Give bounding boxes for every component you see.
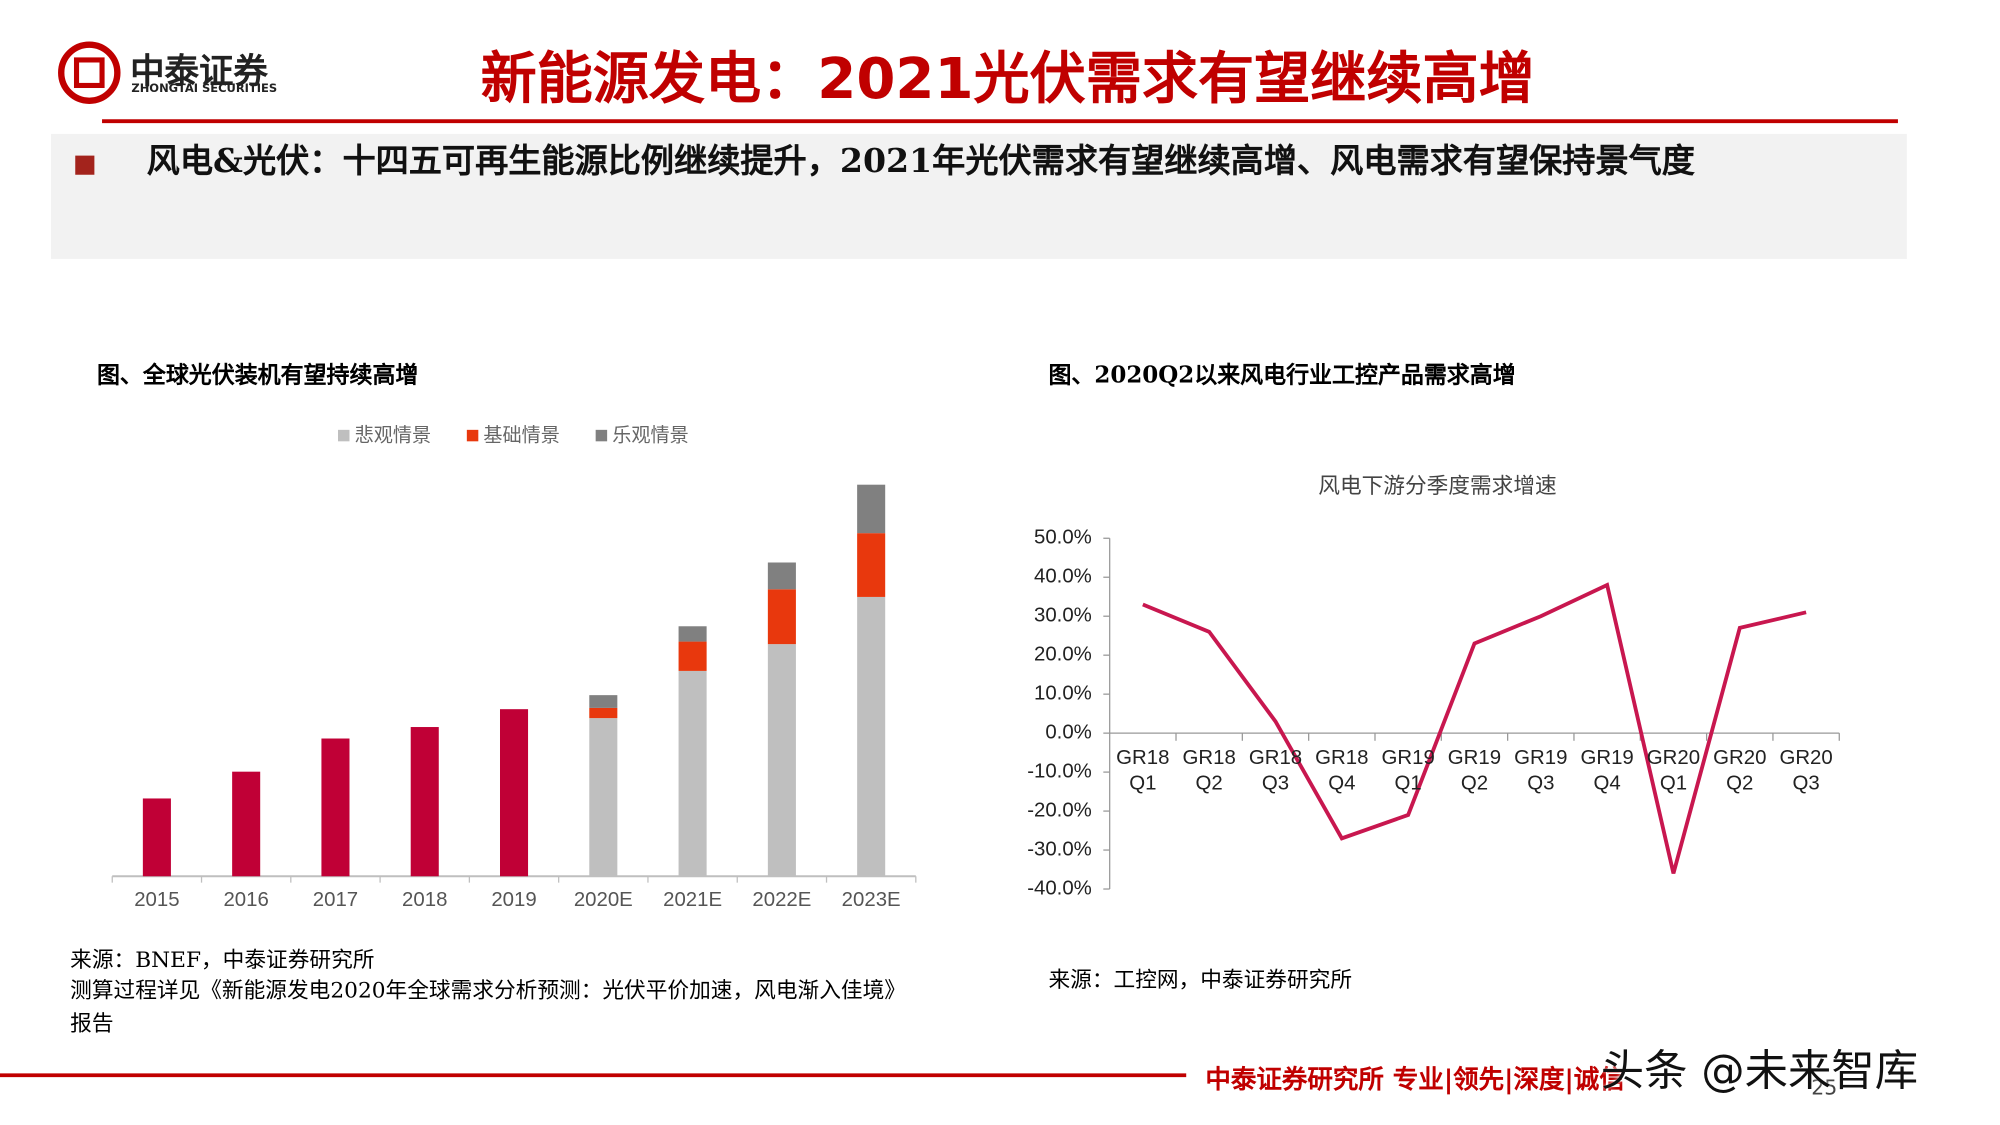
page-number: 25 bbox=[1811, 1075, 1838, 1100]
x-tick-label: GR18 Q4 bbox=[1315, 747, 1369, 795]
logo-cn: 中泰证券 bbox=[130, 52, 268, 92]
bar-segment bbox=[767, 589, 796, 645]
line bbox=[1142, 582, 1807, 874]
bar bbox=[499, 709, 529, 877]
legend-label: 悲观情景 bbox=[355, 424, 432, 446]
bar-segment bbox=[678, 641, 707, 671]
x-tick-label: 2018 bbox=[402, 889, 447, 911]
source: 来源：BNEF，中泰证券研究所 bbox=[70, 947, 375, 974]
x-tick-label: 2021E bbox=[663, 889, 722, 911]
y-tick-label: 40.0% bbox=[1034, 566, 1092, 588]
logo-mark bbox=[73, 57, 105, 89]
chart-title: 风电下游分季度需求增速 bbox=[1318, 473, 1556, 498]
y-tick-label: 10.0% bbox=[1034, 683, 1092, 705]
y-tick-label: 0.0% bbox=[1045, 722, 1091, 744]
bar bbox=[232, 771, 261, 877]
x-tick-label: 2016 bbox=[223, 889, 268, 911]
footer-text: 中泰证券研究所 专业|领先|深度|诚信 bbox=[1205, 1063, 1625, 1095]
x-tick-label: GR19 Q4 bbox=[1580, 747, 1634, 795]
bar-segment bbox=[678, 670, 707, 877]
bar-segment bbox=[857, 484, 886, 534]
bar-segment bbox=[857, 596, 886, 877]
y-tick-label: -40.0% bbox=[1027, 877, 1092, 899]
x-tick-label: GR18 Q3 bbox=[1248, 747, 1303, 795]
logo-en: ZHONGTAI SECURITIES bbox=[131, 82, 278, 96]
bar-segment bbox=[767, 644, 796, 877]
legend-swatch bbox=[338, 429, 350, 442]
bar-segment bbox=[767, 562, 796, 590]
bar bbox=[410, 727, 439, 877]
bar bbox=[321, 738, 350, 877]
x-tick-label: GR19 Q1 bbox=[1381, 747, 1435, 795]
y-tick-label: -20.0% bbox=[1027, 799, 1092, 821]
bullet bbox=[75, 155, 95, 175]
x-tick-label: 2020E bbox=[574, 889, 633, 911]
bar-segment bbox=[589, 695, 618, 708]
x-tick-label: GR19 Q2 bbox=[1447, 747, 1502, 795]
bar-segment bbox=[678, 626, 707, 642]
legend-label: 乐观情景 bbox=[612, 424, 689, 446]
x-tick-label: GR19 Q3 bbox=[1514, 747, 1568, 795]
x-tick-label: 2017 bbox=[313, 889, 358, 911]
caption: 图、全球光伏装机有望持续高增 bbox=[96, 362, 419, 390]
x-tick-label: GR18 Q2 bbox=[1182, 747, 1236, 795]
x-tick-label: GR20 Q3 bbox=[1779, 747, 1833, 795]
logo-ring bbox=[58, 41, 121, 104]
caption: 图、2020Q2以来风电行业工控产品需求高增 bbox=[1048, 362, 1516, 390]
bar-segment bbox=[857, 533, 886, 597]
y-tick-label: -10.0% bbox=[1027, 760, 1092, 782]
x-tick-label: 2023E bbox=[842, 889, 901, 911]
y-tick-label: 30.0% bbox=[1034, 605, 1092, 627]
bar-segment bbox=[589, 707, 618, 719]
bar bbox=[142, 798, 171, 877]
legend-label: 基础情景 bbox=[483, 424, 560, 446]
x-tick-label: 2015 bbox=[134, 889, 179, 911]
y-tick-label: 20.0% bbox=[1034, 644, 1092, 666]
x-tick-label: GR20 Q2 bbox=[1713, 747, 1767, 795]
bar-segment bbox=[589, 718, 618, 877]
summary-box bbox=[51, 133, 1907, 259]
legend-swatch bbox=[595, 429, 608, 442]
source: 测算过程详见《新能源发电2020年全球需求分析预测：光伏平价加速，风电渐入佳境》… bbox=[70, 978, 896, 1037]
y-tick-label: -30.0% bbox=[1027, 838, 1092, 860]
legend-swatch bbox=[466, 429, 479, 442]
source: 来源：工控网，中泰证券研究所 bbox=[1048, 968, 1353, 994]
x-tick-label: GR18 Q1 bbox=[1116, 747, 1170, 795]
y-tick-label: 50.0% bbox=[1034, 527, 1092, 549]
summary: 风电&光伏：十四五可再生能源比例继续提升，2021年光伏需求有望继续高增、风电需… bbox=[146, 142, 1695, 182]
watermark: 头条 @未来智库 bbox=[1600, 1045, 1919, 1097]
x-tick-label: GR20 Q1 bbox=[1646, 747, 1701, 795]
x-tick-label: 2022E bbox=[752, 889, 811, 911]
title: 新能源发电：2021光伏需求有望继续高增 bbox=[480, 47, 1535, 113]
x-tick-label: 2019 bbox=[491, 889, 536, 911]
